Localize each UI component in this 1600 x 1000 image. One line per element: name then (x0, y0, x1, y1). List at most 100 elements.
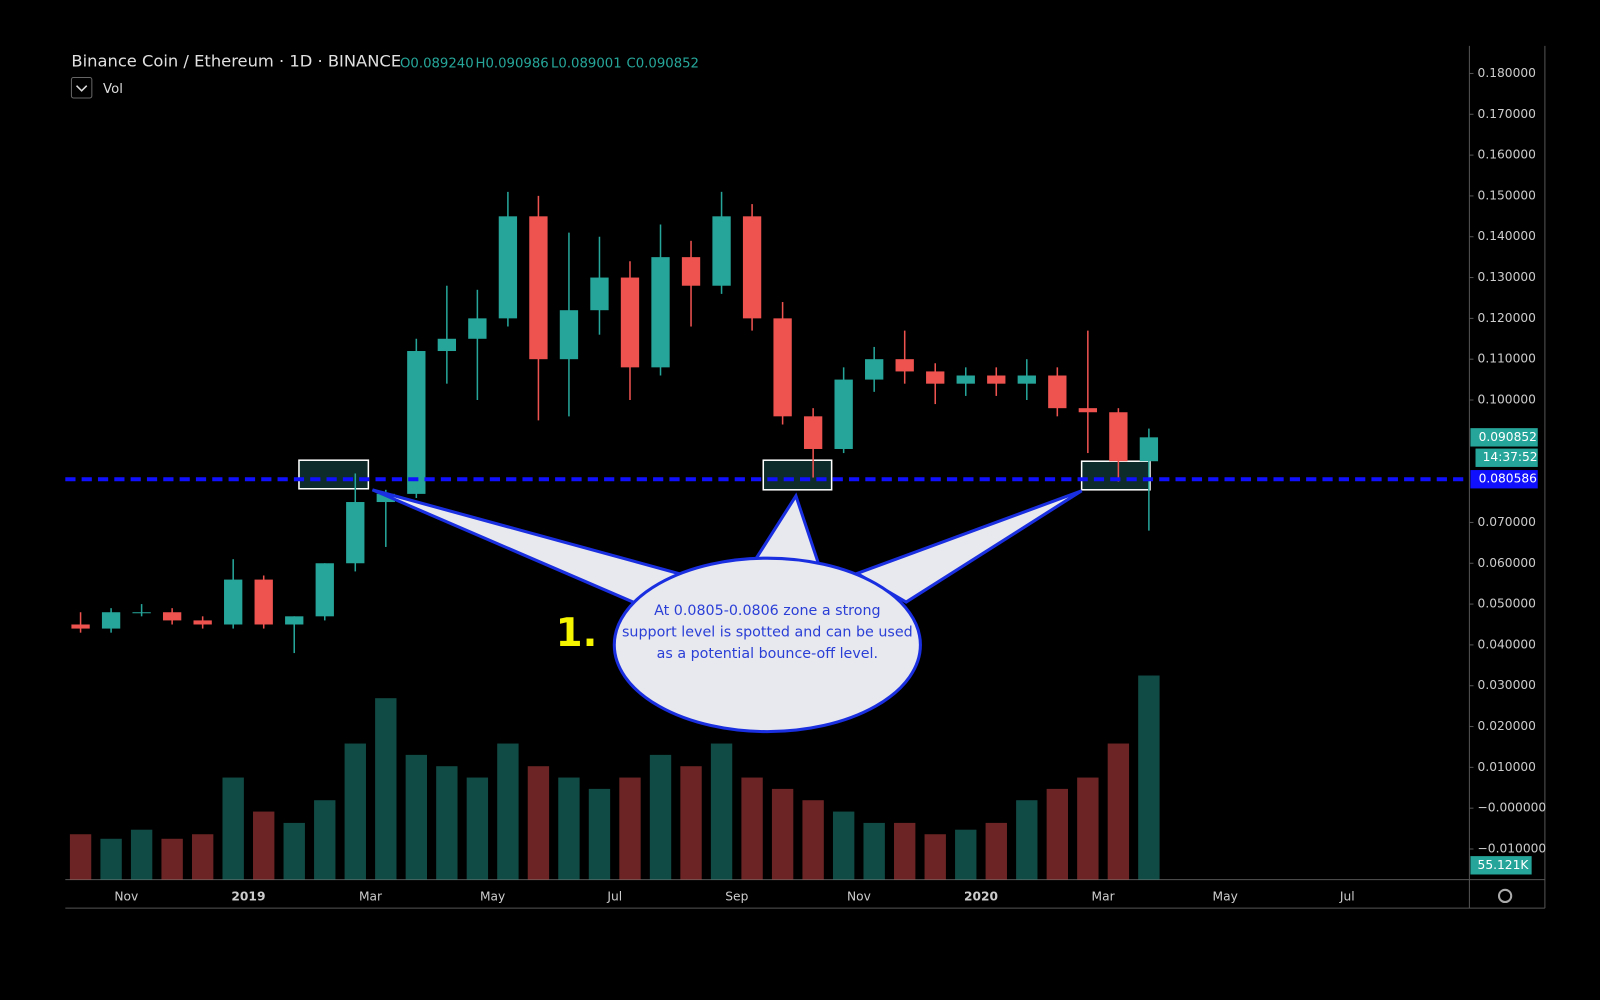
highlight-boxes (298, 459, 1151, 491)
annotation-number: 1. (556, 611, 598, 656)
candle-body (71, 624, 90, 629)
candle-body (407, 351, 426, 494)
volume-bar (558, 777, 580, 880)
volume-bar (710, 743, 733, 880)
x-tick-label: 2020 (964, 889, 998, 903)
volume-bar (802, 800, 824, 880)
candle-body (346, 502, 365, 564)
volume-bar (680, 766, 702, 880)
y-tick-label: 0.030000 (1478, 678, 1536, 692)
support-label-box (1470, 470, 1538, 489)
ohlc-value: O0.089240 (400, 56, 474, 71)
volume-bar (1138, 675, 1160, 880)
volume-label-box (1470, 856, 1532, 875)
candle-body (834, 379, 853, 449)
candle-body (803, 416, 823, 449)
volume-bar (222, 777, 244, 880)
y-tick-label: 0.020000 (1478, 719, 1536, 733)
y-tick-label: 0.010000 (1478, 760, 1536, 774)
ohlc-value: L0.089001 (551, 56, 622, 71)
y-tick-label: 0.050000 (1478, 597, 1536, 611)
candle-body (865, 359, 884, 380)
volume-bar (466, 777, 489, 880)
chart-title: Binance Coin / Ethereum · 1D · BINANCE (71, 52, 401, 71)
volume-bar (741, 777, 763, 880)
candle-body (224, 579, 243, 625)
volume-bar (985, 822, 1007, 880)
candle-body (681, 257, 701, 286)
x-tick-label: Nov (847, 889, 871, 903)
candle-body (987, 375, 1006, 384)
y-tick-label: 0.160000 (1478, 148, 1536, 162)
ohlc-value: H0.090986 (476, 56, 549, 71)
candle-body (101, 612, 121, 629)
volume-bar (283, 822, 305, 880)
indicator-label: Vol (103, 82, 123, 97)
volume-bar (527, 766, 550, 880)
candle-body (956, 375, 975, 384)
callout-text: as a potential bounce-off level. (657, 646, 878, 662)
volume-bar (100, 838, 122, 880)
ohlc-value: C0.090852 (627, 56, 699, 71)
volume-bar (161, 838, 183, 880)
y-tick-label: −0.010000 (1478, 841, 1547, 855)
candle-body (193, 620, 212, 625)
volume-bar (894, 822, 916, 880)
candle-body (254, 579, 273, 625)
x-tick-label: May (480, 889, 505, 903)
callout-text: At 0.0805-0.0806 zone a strong (654, 603, 880, 619)
y-tick-label: 0.110000 (1478, 352, 1536, 366)
x-tick-label: Jul (1339, 889, 1355, 903)
candle-body (1017, 375, 1036, 384)
countdown-label: 14:37:52 (1483, 450, 1538, 464)
candle-body (285, 616, 304, 625)
collapse-button[interactable] (70, 77, 93, 99)
volume-bar (69, 834, 92, 880)
y-tick-label: 0.040000 (1478, 637, 1536, 651)
candle-body (1109, 412, 1128, 462)
ohlc-legend: O0.089240 H0.090986 L0.089001 C0.090852 (400, 56, 699, 71)
candle-body (315, 563, 334, 617)
x-tick-label: Mar (1092, 889, 1116, 903)
chevron-icon (75, 85, 88, 92)
candle-body (742, 216, 762, 319)
last-price-box (1470, 428, 1538, 447)
candle-body (132, 612, 151, 614)
x-tick-label: Jul (606, 889, 622, 903)
volume-label: 55.121K (1478, 858, 1530, 872)
settings-icon[interactable] (1497, 888, 1513, 904)
volume-bar (436, 766, 458, 880)
candle-body (468, 318, 487, 339)
x-tick-label: Sep (725, 889, 748, 903)
y-tick-label: −0.000000 (1478, 801, 1547, 815)
volume-bar (191, 834, 214, 880)
volume-bar (375, 698, 397, 880)
x-tick-label: May (1213, 889, 1238, 903)
zone-box (298, 459, 370, 490)
volume-bar (955, 829, 977, 880)
x-tick-label: Mar (359, 889, 383, 903)
candle-body (529, 216, 548, 360)
y-tick-label: 0.170000 (1478, 107, 1536, 121)
candle-body (926, 371, 945, 384)
volume-bar (924, 834, 946, 880)
y-tick-label: 0.120000 (1478, 311, 1536, 325)
callout-bubble (612, 556, 922, 734)
candle-body (498, 216, 518, 319)
candle-body (376, 493, 395, 503)
y-tick-label: 0.070000 (1478, 515, 1536, 529)
y-tick-label: 0.100000 (1478, 393, 1536, 407)
y-tick-label: 0.130000 (1478, 270, 1536, 284)
candle-body (651, 257, 670, 368)
volume-bar (1046, 788, 1069, 880)
candle-body (162, 612, 182, 621)
volume-bar (1107, 743, 1130, 880)
zone-box (1080, 460, 1151, 491)
volume-bar (771, 788, 794, 880)
y-tick-label: 0.140000 (1478, 229, 1536, 243)
volume-bar (588, 788, 611, 880)
support-label: 0.080586 (1479, 472, 1538, 486)
